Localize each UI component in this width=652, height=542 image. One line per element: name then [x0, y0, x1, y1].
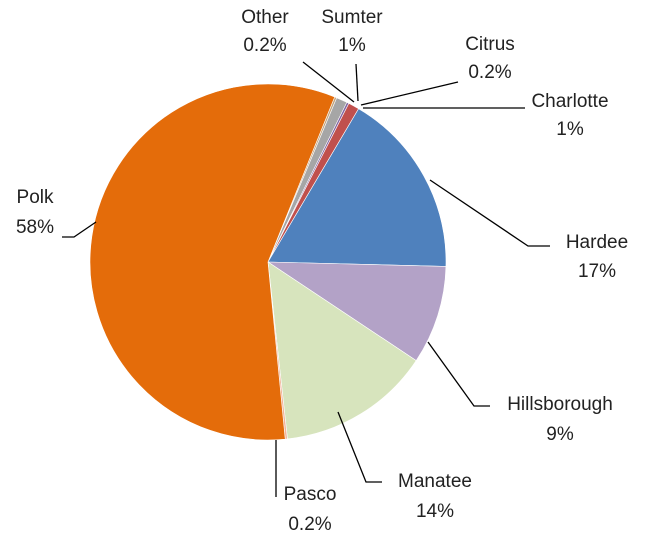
slice-value-label: 1%: [338, 35, 366, 56]
slice-value-label: 1%: [556, 119, 584, 140]
slice-value-label: 9%: [546, 424, 574, 445]
slice-label: Sumter: [321, 7, 383, 28]
slice-label: Other: [241, 7, 289, 28]
slice-value-label: 14%: [416, 501, 454, 522]
leader-line: [337, 411, 382, 483]
slice-label: Hillsborough: [507, 394, 613, 415]
slice-label: Manatee: [398, 471, 472, 492]
leader-line: [427, 341, 490, 407]
slice-label: Hardee: [566, 232, 628, 253]
pie-slice: [89, 83, 336, 441]
leader-line: [355, 63, 359, 102]
slice-label: Charlotte: [531, 91, 608, 112]
pie-slice: [267, 261, 417, 440]
slice-value-label: 0.2%: [468, 62, 511, 83]
leader-line: [62, 221, 97, 238]
leader-line: [429, 179, 550, 247]
pie-slice: [267, 108, 447, 267]
slice-value-label: 58%: [16, 217, 54, 238]
slice-label: Polk: [17, 187, 54, 208]
slice-value-label: 0.2%: [243, 35, 286, 56]
slice-value-label: 0.2%: [288, 514, 331, 535]
slice-value-label: 17%: [578, 261, 616, 282]
pie-slice: [266, 261, 447, 361]
slice-label: Pasco: [284, 484, 337, 505]
slice-label: Citrus: [465, 34, 515, 55]
leader-line: [302, 61, 355, 103]
leader-line: [360, 81, 459, 106]
